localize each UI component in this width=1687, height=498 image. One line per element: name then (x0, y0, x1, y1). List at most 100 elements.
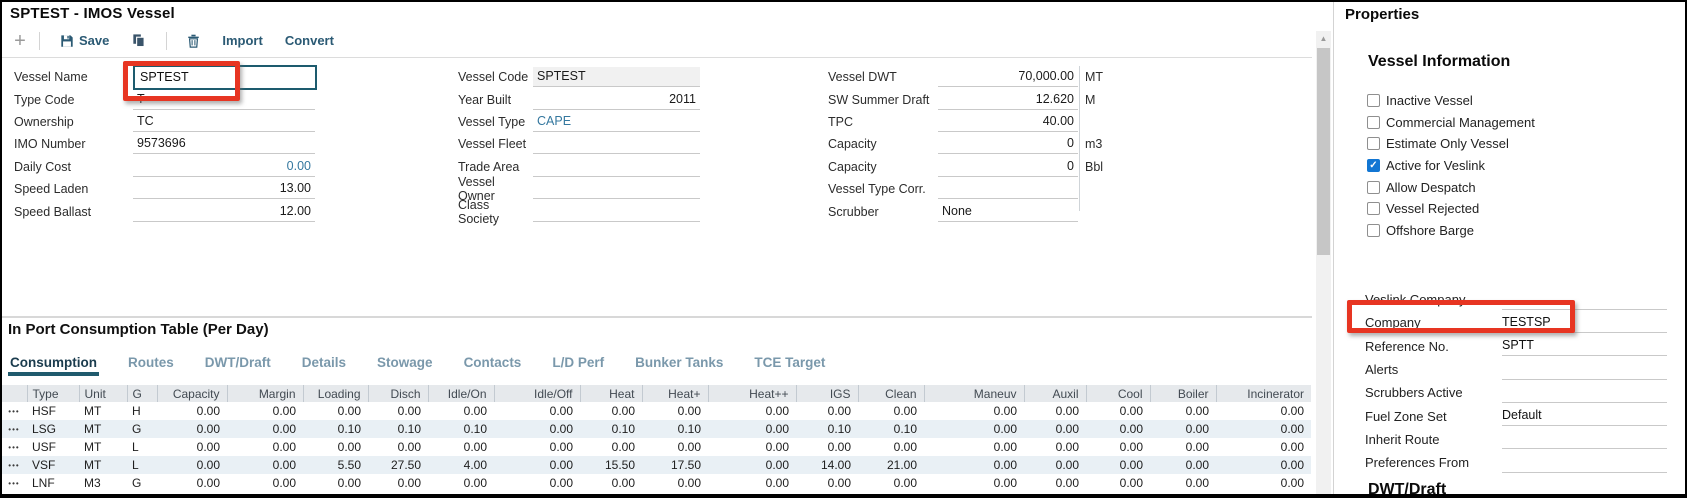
field-value-capacity[interactable]: 0 (938, 157, 1078, 177)
checkbox-inactive-vessel[interactable]: Inactive Vessel (1367, 90, 1535, 112)
property-value-alerts[interactable] (1502, 360, 1667, 380)
cell-heat[interactable]: 15.50 (604, 458, 635, 472)
field-value-vessel-type-corr[interactable] (938, 179, 1078, 200)
cell-loading[interactable]: 0.00 (337, 404, 361, 418)
cell-maneuv[interactable]: 0.00 (993, 422, 1017, 436)
property-value-scrubbers-active[interactable] (1502, 383, 1667, 403)
cell-idle-off[interactable]: 0.00 (549, 404, 573, 418)
cell-heat[interactable]: 17.50 (670, 458, 701, 472)
cell-g[interactable]: H (132, 404, 141, 418)
cell-margin[interactable]: 0.00 (272, 458, 296, 472)
cell-idle-off[interactable]: 0.00 (549, 476, 573, 490)
cell-capacity[interactable]: 0.00 (196, 458, 220, 472)
cell-type[interactable]: USF (32, 440, 56, 454)
cell-auxil[interactable]: 0.00 (1055, 440, 1079, 454)
cell-incinerator[interactable]: 0.00 (1280, 458, 1304, 472)
import-button[interactable]: Import (222, 33, 263, 48)
field-value-trade-area[interactable] (533, 157, 700, 177)
tab-bunker-tanks[interactable]: Bunker Tanks (635, 355, 724, 370)
cell-cool[interactable]: 0.00 (1119, 422, 1143, 436)
cell-incinerator[interactable]: 0.00 (1280, 476, 1304, 490)
cell-idle-off[interactable]: 0.00 (549, 440, 573, 454)
cell-type[interactable]: LSG (32, 422, 57, 436)
cell-heat[interactable]: 0.00 (677, 440, 701, 454)
row-menu-button[interactable]: ••• (8, 442, 20, 452)
vertical-scrollbar[interactable]: ▲ (1316, 31, 1331, 494)
field-value-tpc[interactable]: 40.00 (938, 112, 1078, 132)
scroll-up-arrow-icon[interactable]: ▲ (1319, 34, 1328, 43)
convert-button[interactable]: Convert (284, 33, 334, 48)
checkbox-commercial-management[interactable]: Commercial Management (1367, 112, 1535, 134)
cell-maneuv[interactable]: 0.00 (993, 404, 1017, 418)
cell-unit[interactable]: M3 (84, 476, 101, 490)
tab-routes[interactable]: Routes (128, 355, 174, 370)
tab-details[interactable]: Details (301, 355, 347, 370)
field-value-class-society[interactable] (533, 202, 700, 222)
field-value-type-code[interactable]: T (133, 90, 315, 110)
row-menu-button[interactable]: ••• (8, 460, 20, 470)
cell-idle-on[interactable]: 0.10 (463, 422, 487, 436)
property-value-preferences-from[interactable] (1502, 453, 1667, 473)
checkbox-box-estimate-only-vessel[interactable] (1367, 137, 1380, 151)
cell-loading[interactable]: 0.00 (337, 440, 361, 454)
cell-incinerator[interactable]: 0.00 (1280, 422, 1304, 436)
cell-cool[interactable]: 0.00 (1119, 476, 1143, 490)
cell-g[interactable]: L (132, 440, 139, 454)
cell-heat[interactable]: 0.00 (611, 404, 635, 418)
vessel-name-input[interactable]: SPTEST (133, 64, 317, 90)
cell-heat[interactable]: 0.00 (765, 404, 789, 418)
row-menu-button[interactable]: ••• (8, 478, 20, 488)
field-value-vessel-fleet[interactable] (533, 134, 700, 155)
checkbox-active-for-veslink[interactable]: ✓ Active for Veslink (1367, 155, 1535, 177)
cell-heat[interactable]: 0.00 (677, 404, 701, 418)
cell-type[interactable]: HSF (32, 404, 56, 418)
cell-disch[interactable]: 27.50 (390, 458, 421, 472)
field-value-capacity[interactable]: 0 (938, 134, 1078, 155)
cell-heat[interactable]: 0.00 (765, 458, 789, 472)
cell-loading[interactable]: 0.00 (337, 476, 361, 490)
cell-clean[interactable]: 21.00 (886, 458, 917, 472)
cell-disch[interactable]: 0.00 (397, 404, 421, 418)
cell-unit[interactable]: MT (84, 440, 102, 454)
cell-margin[interactable]: 0.00 (272, 440, 296, 454)
field-value-sw-summer-draft[interactable]: 12.620 (938, 90, 1078, 110)
cell-auxil[interactable]: 0.00 (1055, 404, 1079, 418)
checkbox-allow-despatch[interactable]: Allow Despatch (1367, 176, 1535, 198)
cell-disch[interactable]: 0.00 (397, 440, 421, 454)
field-value-vessel-owner[interactable] (533, 179, 700, 200)
cell-capacity[interactable]: 0.00 (196, 422, 220, 436)
property-value-reference-no[interactable]: SPTT (1502, 336, 1667, 357)
tab-dwt-draft[interactable]: DWT/Draft (204, 355, 271, 370)
cell-clean[interactable]: 0.00 (893, 476, 917, 490)
tab-l-d-perf[interactable]: L/D Perf (552, 355, 605, 370)
cell-maneuv[interactable]: 0.00 (993, 476, 1017, 490)
field-value-vessel-dwt[interactable]: 70,000.00 (938, 67, 1078, 88)
copy-button[interactable] (131, 33, 146, 48)
cell-boiler[interactable]: 0.00 (1185, 458, 1209, 472)
checkbox-box-vessel-rejected[interactable] (1367, 202, 1380, 216)
cell-g[interactable]: G (132, 422, 142, 436)
cell-unit[interactable]: MT (84, 458, 102, 472)
field-value-scrubber[interactable]: None (938, 202, 1078, 222)
cell-heat[interactable]: 0.10 (611, 422, 635, 436)
checkbox-box-allow-despatch[interactable] (1367, 180, 1380, 194)
cell-cool[interactable]: 0.00 (1119, 440, 1143, 454)
checkbox-box-active-for-veslink[interactable]: ✓ (1367, 159, 1380, 173)
property-value-fuel-zone-set[interactable]: Default (1502, 406, 1667, 427)
tab-tce-target[interactable]: TCE Target (754, 355, 826, 370)
cell-heat[interactable]: 0.00 (765, 422, 789, 436)
cell-heat[interactable]: 0.00 (765, 476, 789, 490)
save-button[interactable]: Save (60, 33, 109, 48)
cell-g[interactable]: G (132, 476, 142, 490)
cell-type[interactable]: LNF (32, 476, 55, 490)
cell-igs[interactable]: 0.00 (827, 440, 851, 454)
checkbox-offshore-barge[interactable]: Offshore Barge (1367, 220, 1535, 242)
cell-idle-off[interactable]: 0.00 (549, 422, 573, 436)
cell-unit[interactable]: MT (84, 404, 102, 418)
property-value-veslink-company[interactable] (1502, 290, 1667, 310)
field-value-daily-cost[interactable]: 0.00 (133, 157, 315, 177)
property-value-company[interactable]: TESTSP (1502, 313, 1667, 333)
cell-igs[interactable]: 0.10 (827, 422, 851, 436)
cell-igs[interactable]: 0.00 (827, 404, 851, 418)
checkbox-estimate-only-vessel[interactable]: Estimate Only Vessel (1367, 133, 1535, 155)
